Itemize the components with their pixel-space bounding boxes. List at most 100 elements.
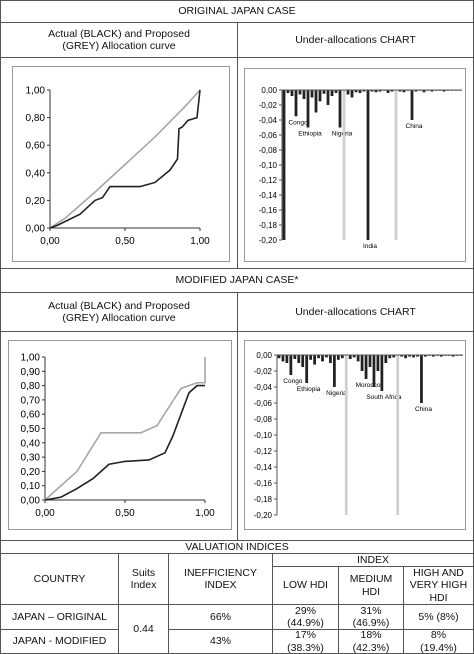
bar [412,355,415,358]
column-header: Under-allocations CHART [237,292,474,332]
bar [306,90,310,128]
chart-frame [12,66,230,262]
bar [368,355,372,367]
bar [340,355,344,359]
bar [416,355,419,357]
bar [422,90,426,93]
y-tick-label: 0,90 [21,367,41,378]
y-tick-label: 0,00 [256,351,272,360]
table-cell: JAPAN - MODIFIED [0,629,119,654]
bar [378,90,382,92]
bar [302,90,306,99]
bar [414,90,418,92]
bar [322,90,326,94]
bar [298,90,302,95]
bar [372,355,376,387]
bar [309,355,313,360]
column-header: Under-allocations CHART [237,22,474,58]
y-tick-label: 0,00 [261,86,277,95]
y-tick-label: 0,00 [26,224,46,235]
bar [366,90,370,240]
y-tick-label: 0,40 [26,168,46,179]
y-tick-label: 0,80 [26,113,46,124]
bar [404,355,408,359]
bar [374,90,378,93]
column-header: Actual (BLACK) and Proposed (GREY) Alloc… [0,292,238,332]
curve [44,384,205,501]
bar [286,90,290,93]
x-tick-label: 1,00 [195,508,215,519]
y-tick-label: 1,00 [21,353,41,364]
table-cell: 8% (19.4%) [403,629,474,654]
bar [310,90,314,98]
y-tick-label: 0,20 [26,196,46,207]
bar [342,90,346,240]
bar [326,90,330,105]
bar [285,355,289,363]
bar [317,355,320,359]
chart: 0,00 0,10 0,20 0,30 0,40 0,50 0,60 0,70 0,80 0,90… [8,340,232,530]
header-cell: Suits Index [118,553,169,605]
header-cell: COUNTRY [0,553,119,605]
chart-frame [244,68,466,262]
bar-label: Ethiopia [298,131,322,138]
bar [329,355,332,363]
y-tick-label: -0,18 [254,495,273,504]
bar [410,90,414,120]
y-tick-label: -0,12 [254,447,273,456]
bar [364,355,368,379]
bar [384,355,388,363]
y-tick-label: -0,20 [259,236,278,245]
bar [354,90,358,93]
bar [400,355,404,357]
table-cell: 5% (8%) [403,604,474,630]
bar [330,90,334,96]
bar [451,355,455,357]
bar-label: Nigeria [332,131,353,138]
section-title: ORIGINAL JAPAN CASE [0,0,474,23]
bar [346,90,350,95]
x-tick-label: 1,00 [190,236,210,247]
curve [49,89,201,229]
bar [334,90,338,93]
bar [344,355,348,515]
table-cell: 18% (42.3%) [338,629,404,654]
section-title: MODIFIED JAPAN CASE* [0,268,474,293]
bar [338,90,342,128]
table-cell: 17% (38.3%) [272,629,339,654]
y-tick-label: 0,60 [26,141,46,152]
y-tick-label: -0,18 [259,221,278,230]
bar [376,355,380,371]
bar [321,355,324,362]
bar [439,355,443,357]
bar [282,90,286,240]
bar [430,90,434,92]
bar [362,90,366,92]
y-tick-label: 0,70 [21,395,41,406]
chart-frame [8,340,232,530]
bar [386,90,390,93]
y-tick-label: -0,06 [254,399,273,408]
table-cell: 31% (46.9%) [338,604,404,630]
bar-label: Congo [288,119,308,126]
table-cell: JAPAN – ORIGINAL [0,604,119,630]
bar [281,355,285,362]
table-title: VALUATION INDICES [0,540,474,554]
bar [294,90,298,117]
x-tick-label: 0,00 [40,236,60,247]
bar [314,90,318,113]
bar [313,355,316,365]
chart-frame [244,340,466,530]
bar [297,355,301,363]
bar [424,355,427,357]
bar [380,355,384,391]
header-cell: LOW HDI [272,566,339,605]
bar [350,90,354,98]
y-tick-label: -0,04 [254,383,273,392]
bar-label: Ethiopia [297,386,321,393]
y-tick-label: 0,50 [21,424,41,435]
x-tick-label: 0,00 [35,508,55,519]
bar [396,355,400,515]
bar [301,355,305,367]
